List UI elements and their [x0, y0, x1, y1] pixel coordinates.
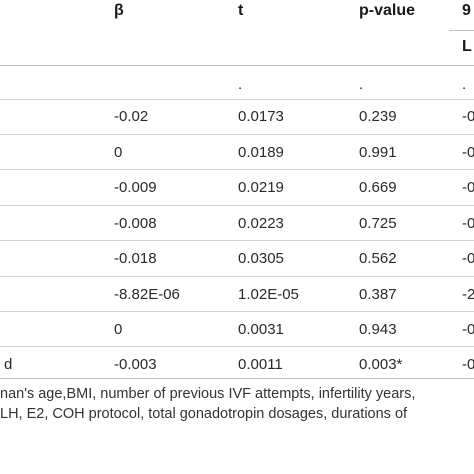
cell-beta: 0: [114, 144, 123, 161]
cell-beta: -8.82E-06: [114, 286, 180, 303]
cell-ci: -0: [462, 356, 474, 373]
cell-ci: -0: [462, 215, 474, 232]
header-p-value: p-value: [359, 2, 416, 19]
cell-label: d: [4, 356, 13, 373]
cell-ci: -0: [462, 108, 474, 125]
cell-beta: 0: [114, 321, 123, 338]
cell-t: 0.0031: [238, 321, 284, 338]
cell-t: 0.0011: [238, 356, 283, 373]
cell-ci: -2: [462, 286, 474, 303]
row-divider: [0, 311, 474, 312]
cell-beta: -0.008: [114, 215, 157, 232]
row-divider: [0, 240, 474, 241]
cell-beta: -0.018: [114, 250, 157, 267]
cell-p: 0.725: [359, 215, 397, 232]
cell-beta: -0.003: [114, 356, 157, 373]
row-divider: [0, 169, 474, 170]
cell-p: 0.003*: [359, 356, 403, 373]
cell-t: 0.0189: [238, 144, 284, 161]
cell-p: .: [359, 76, 364, 93]
table-bottom-rule: [0, 378, 474, 379]
header-ci-underline: [449, 30, 474, 31]
cell-beta: -0.009: [114, 179, 157, 196]
cell-ci: -0: [462, 179, 474, 196]
row-divider: [0, 276, 474, 277]
header-beta: β: [114, 2, 124, 19]
header-ci: 9: [462, 2, 471, 19]
row-divider: [0, 134, 474, 135]
cell-p: 0.669: [359, 179, 397, 196]
footnote-line-1: nan's age,BMI, number of previous IVF at…: [0, 386, 416, 402]
footnote-line-2: LH, E2, COH protocol, total gonadotropin…: [0, 406, 408, 422]
cell-ci: .: [462, 76, 467, 93]
cell-p: 0.239: [359, 108, 397, 125]
cell-p: 0.991: [359, 144, 397, 161]
row-divider: [0, 346, 474, 347]
cell-beta: -0.02: [114, 108, 149, 125]
cell-t: 1.02E-05: [238, 286, 299, 303]
cell-ci: -0: [462, 144, 474, 161]
cell-t: 0.0305: [238, 250, 284, 267]
header-divider: [0, 65, 474, 66]
header-ci-lower: L: [462, 38, 472, 55]
cell-p: 0.562: [359, 250, 397, 267]
cell-ci: -0: [462, 250, 474, 267]
cell-t: 0.0173: [238, 108, 284, 125]
header-t: t: [238, 2, 244, 19]
cell-ci: -0: [462, 321, 474, 338]
cell-t: .: [238, 76, 243, 93]
cell-t: 0.0219: [238, 179, 284, 196]
row-divider: [0, 205, 474, 206]
row-divider: [0, 99, 474, 100]
cell-p: 0.387: [359, 286, 397, 303]
cell-p: 0.943: [359, 321, 397, 338]
cell-t: 0.0223: [238, 215, 284, 232]
